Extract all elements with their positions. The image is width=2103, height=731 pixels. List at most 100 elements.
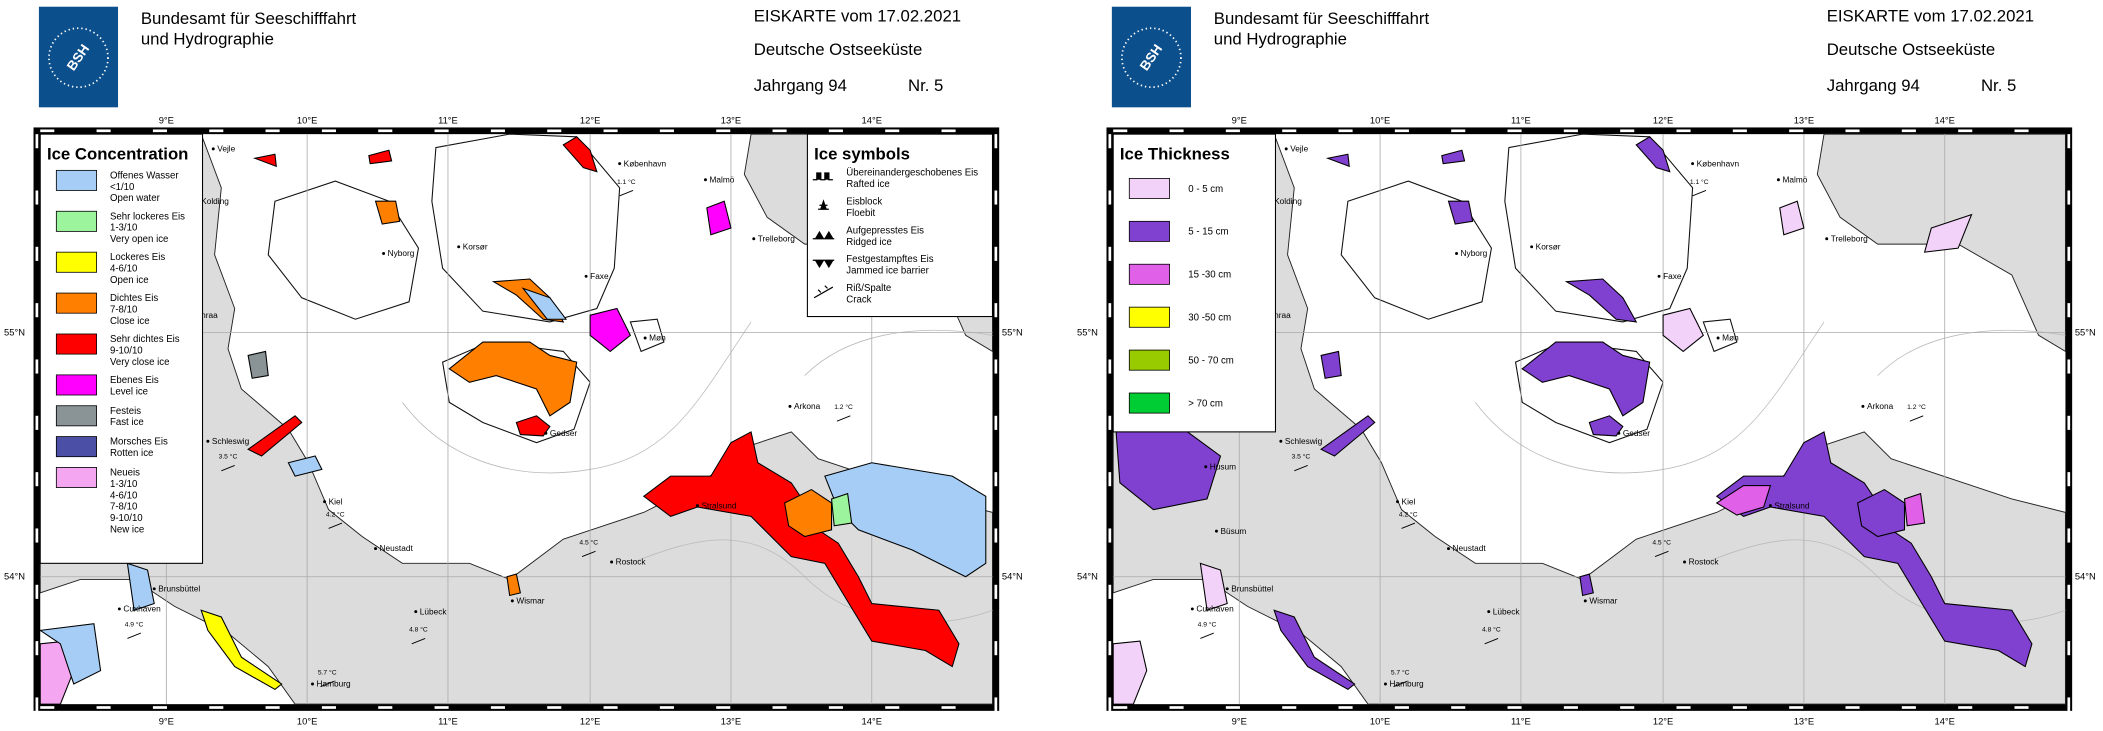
temperature: 3.5 °C: [1292, 453, 1311, 461]
place-dot: [1691, 162, 1695, 166]
frame-tick: [1108, 246, 1112, 261]
frame-tick: [941, 129, 956, 133]
frame-tick: [716, 706, 731, 709]
place-dot: [1204, 465, 1208, 469]
place-name: Malmö: [1782, 174, 1807, 184]
agency-name: Bundesamt für Seeschifffahrt: [141, 9, 357, 28]
logo: BSH: [1111, 6, 1191, 108]
frame-tick: [1620, 706, 1635, 709]
legend-label: 50 - 70 cm: [1188, 355, 1234, 366]
place-name: Rostock: [1689, 557, 1720, 567]
temperature: 1.2 °C: [1907, 403, 1926, 411]
ice-area: [1903, 492, 1926, 527]
temperature: 5.7 °C: [318, 669, 337, 677]
legend-label: Close ice: [110, 316, 150, 327]
ice-area: [784, 488, 833, 538]
frame-tick: [1113, 706, 1128, 709]
frame-tick: [994, 190, 998, 205]
legend-swatch: [55, 374, 97, 396]
legend-label: 4-6/10: [110, 264, 137, 275]
frame-tick: [994, 584, 998, 599]
logo-ring: [48, 27, 109, 89]
place-dot: [1383, 682, 1387, 686]
frame-tick: [885, 706, 900, 709]
frame-tick: [35, 472, 39, 487]
frame-tick: [434, 706, 449, 709]
depth-contour: [804, 329, 993, 376]
ice-area: [1320, 350, 1342, 379]
place-name: Nyborg: [388, 248, 415, 258]
frame-tick: [659, 706, 674, 709]
legend-label: 1-3/10: [110, 223, 137, 234]
place-dot: [788, 404, 792, 408]
legend-label: 9-10/10: [110, 513, 143, 524]
frame-tick: [547, 129, 562, 133]
legend-label: Fast ice: [110, 417, 144, 428]
place-name: Lübeck: [420, 606, 448, 616]
lat-label: 55°N: [2075, 327, 2096, 337]
agency-name: und Hydrographie: [1214, 29, 1347, 48]
legend-swatch: [55, 210, 97, 232]
place-name: Wismar: [516, 596, 544, 606]
frame-tick: [2067, 246, 2071, 261]
place-name: nraa: [201, 310, 218, 320]
frame-tick: [1108, 697, 1112, 712]
frame-tick: [994, 303, 998, 318]
place-name: København: [624, 158, 667, 168]
place-name: Cuxhaven: [123, 604, 161, 614]
frame-tick: [659, 129, 674, 133]
temperature: 4.2 °C: [1399, 510, 1418, 518]
frame-tick: [2067, 359, 2071, 374]
legend-swatch: [55, 251, 97, 273]
lon-label: 9°E: [159, 115, 174, 125]
ice-area: [515, 415, 551, 437]
place-dot: [695, 504, 699, 508]
lon-label: 14°E: [862, 716, 882, 726]
lon-label: 11°E: [438, 716, 458, 726]
frame-tick: [35, 584, 39, 599]
wind-mark: [320, 680, 335, 688]
frame-tick: [321, 129, 336, 133]
place-name: Cuxhaven: [1196, 604, 1234, 614]
frame-tick: [209, 129, 224, 133]
legend-label: Sehr lockeres Eis: [110, 211, 185, 222]
place-dot: [544, 431, 548, 435]
ice-area: [247, 350, 269, 379]
lon-label: 12°E: [1653, 716, 1673, 726]
place-dot: [1190, 607, 1194, 611]
ice-area: [374, 200, 401, 225]
legend-label: 9-10/10: [110, 345, 143, 356]
temperature: 4.5 °C: [1652, 539, 1671, 547]
frame-tick: [35, 697, 39, 712]
wind-mark: [328, 522, 343, 529]
depth-contour: [1877, 329, 2066, 376]
frame-tick: [96, 706, 111, 709]
frame-tick: [35, 359, 39, 374]
ice-symbol: [818, 199, 829, 210]
ice-area: [126, 562, 155, 611]
lon-label: 13°E: [721, 115, 741, 125]
lat-label: 54°N: [4, 571, 25, 581]
frame-tick: [40, 129, 55, 133]
place-dot: [610, 560, 614, 564]
frame-tick: [1108, 359, 1112, 374]
wind-mark: [127, 632, 142, 639]
ice-area: [1447, 200, 1474, 225]
frame-tick: [35, 303, 39, 318]
place-dot: [1284, 147, 1288, 151]
frame-tick: [1901, 706, 1916, 709]
place-name: Nyborg: [1461, 248, 1488, 258]
frame-tick: [1225, 706, 1240, 709]
lon-label: 10°E: [297, 115, 317, 125]
frame-tick: [35, 134, 39, 149]
frame-tick: [1282, 706, 1297, 709]
legend-swatch: [1128, 220, 1170, 242]
frame-tick: [941, 706, 956, 709]
legend-swatch: [1128, 349, 1170, 371]
volume: Jahrgang 94: [754, 76, 847, 95]
frame-tick: [2067, 303, 2071, 318]
frame-tick: [2067, 134, 2071, 149]
place-name: Husum: [1210, 461, 1236, 471]
ice-area: [1199, 562, 1228, 611]
legend-swatch: [55, 169, 97, 191]
